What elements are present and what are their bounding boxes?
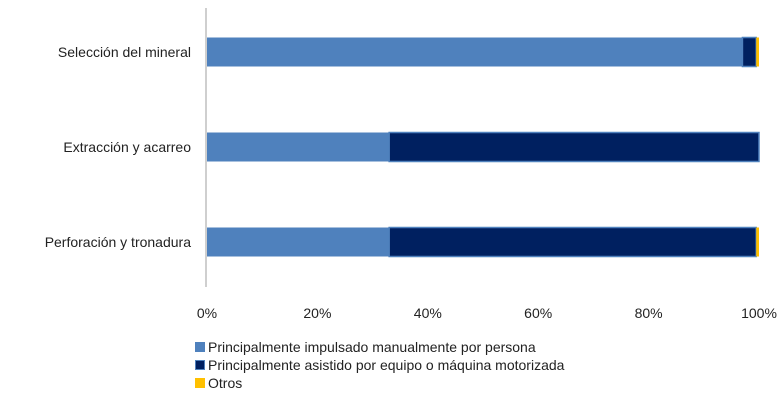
bar-segment [756,227,759,257]
x-tick-label: 80% [635,305,663,321]
bar-segment [207,227,390,257]
legend-swatch [195,378,205,388]
x-tick-label: 40% [414,305,442,321]
bar-segment [207,132,390,162]
legend-swatch [195,360,205,370]
x-tick-label: 20% [303,305,331,321]
category-label: Perforación y tronadura [45,234,192,250]
bar-segment [207,37,743,67]
legend-item: Principalmente impulsado manualmente por… [195,338,564,356]
category-label: Extracción y acarreo [63,139,191,155]
bar-segment [756,37,759,67]
bar-segment [388,131,760,163]
x-tick-label: 60% [524,305,552,321]
chart-legend: Principalmente impulsado manualmente por… [195,338,564,392]
legend-label: Otros [208,375,243,391]
legend-label: Principalmente impulsado manualmente por… [208,339,536,355]
legend-swatch [195,342,205,352]
bar-segment [388,226,757,258]
x-tick-label: 100% [741,305,777,321]
bar-segment [741,36,757,68]
legend-item: Principalmente asistido por equipo o máq… [195,356,564,374]
x-tick-label: 0% [197,305,217,321]
category-label: Selección del mineral [58,44,191,60]
legend-item: Otros [195,374,564,392]
legend-label: Principalmente asistido por equipo o máq… [208,357,565,373]
